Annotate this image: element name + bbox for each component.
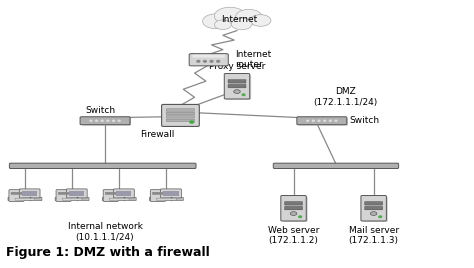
FancyBboxPatch shape <box>150 190 165 201</box>
FancyBboxPatch shape <box>56 190 71 201</box>
FancyBboxPatch shape <box>166 112 195 115</box>
Circle shape <box>118 120 120 121</box>
Circle shape <box>329 120 331 121</box>
Text: Internal network
(10.1.1.1/24): Internal network (10.1.1.1/24) <box>68 222 143 242</box>
Circle shape <box>231 18 252 30</box>
FancyBboxPatch shape <box>166 116 195 118</box>
FancyBboxPatch shape <box>284 206 302 210</box>
Circle shape <box>101 120 103 121</box>
Text: Figure 1: DMZ with a firewall: Figure 1: DMZ with a firewall <box>6 246 210 259</box>
FancyBboxPatch shape <box>8 198 42 200</box>
FancyBboxPatch shape <box>161 189 182 198</box>
FancyBboxPatch shape <box>109 198 129 200</box>
FancyBboxPatch shape <box>114 189 134 198</box>
Circle shape <box>236 9 262 24</box>
FancyBboxPatch shape <box>15 198 35 200</box>
Circle shape <box>242 94 245 96</box>
Circle shape <box>210 61 213 62</box>
FancyBboxPatch shape <box>162 105 199 126</box>
FancyBboxPatch shape <box>363 197 388 222</box>
Circle shape <box>370 212 377 215</box>
FancyBboxPatch shape <box>149 198 183 200</box>
Circle shape <box>90 120 92 121</box>
Circle shape <box>107 120 109 121</box>
Circle shape <box>96 120 98 121</box>
FancyBboxPatch shape <box>9 163 196 169</box>
Circle shape <box>234 90 240 94</box>
FancyBboxPatch shape <box>283 197 308 222</box>
Text: Proxy server: Proxy server <box>209 62 265 71</box>
FancyBboxPatch shape <box>152 192 164 195</box>
Text: DMZ
(172.1.1.1/24): DMZ (172.1.1.1/24) <box>313 87 377 107</box>
Text: Internet
router: Internet router <box>235 50 271 69</box>
FancyBboxPatch shape <box>62 198 82 200</box>
Circle shape <box>214 7 246 25</box>
Text: Firewall: Firewall <box>140 130 174 139</box>
Circle shape <box>324 120 326 121</box>
FancyBboxPatch shape <box>189 54 228 66</box>
FancyBboxPatch shape <box>19 189 40 198</box>
Circle shape <box>197 61 200 62</box>
Circle shape <box>379 216 382 218</box>
Circle shape <box>318 120 320 121</box>
Text: Web server
(172.1.1.2): Web server (172.1.1.2) <box>268 225 319 245</box>
Circle shape <box>113 120 115 121</box>
Circle shape <box>299 216 301 218</box>
FancyBboxPatch shape <box>228 80 246 83</box>
FancyBboxPatch shape <box>55 198 89 200</box>
FancyBboxPatch shape <box>22 191 37 196</box>
FancyBboxPatch shape <box>58 192 69 195</box>
FancyBboxPatch shape <box>82 118 131 125</box>
FancyBboxPatch shape <box>80 117 130 125</box>
FancyBboxPatch shape <box>166 109 195 111</box>
FancyBboxPatch shape <box>103 190 118 201</box>
FancyBboxPatch shape <box>224 73 250 99</box>
Circle shape <box>250 15 271 26</box>
FancyBboxPatch shape <box>192 55 225 58</box>
FancyBboxPatch shape <box>69 191 84 196</box>
Circle shape <box>202 14 229 29</box>
FancyBboxPatch shape <box>9 190 24 201</box>
Text: Internet: Internet <box>221 15 257 24</box>
FancyBboxPatch shape <box>365 206 383 210</box>
Text: Switch: Switch <box>85 106 115 115</box>
FancyBboxPatch shape <box>297 117 347 125</box>
FancyBboxPatch shape <box>66 189 87 198</box>
FancyBboxPatch shape <box>361 196 386 221</box>
Circle shape <box>335 120 337 121</box>
Circle shape <box>214 20 231 29</box>
Circle shape <box>307 120 309 121</box>
FancyBboxPatch shape <box>273 163 399 169</box>
FancyBboxPatch shape <box>156 198 176 200</box>
FancyBboxPatch shape <box>281 196 306 221</box>
FancyBboxPatch shape <box>102 198 136 200</box>
FancyBboxPatch shape <box>228 84 246 88</box>
FancyBboxPatch shape <box>227 75 251 100</box>
FancyBboxPatch shape <box>365 202 383 205</box>
Text: Mail server
(172.1.1.3): Mail server (172.1.1.3) <box>348 225 399 245</box>
FancyBboxPatch shape <box>299 118 348 125</box>
Circle shape <box>290 212 297 215</box>
FancyBboxPatch shape <box>284 202 302 205</box>
FancyBboxPatch shape <box>117 191 131 196</box>
FancyBboxPatch shape <box>164 191 179 196</box>
FancyBboxPatch shape <box>166 119 195 121</box>
FancyBboxPatch shape <box>105 192 117 195</box>
FancyBboxPatch shape <box>11 192 22 195</box>
Circle shape <box>190 121 194 123</box>
Text: Switch: Switch <box>349 116 379 125</box>
Circle shape <box>312 120 314 121</box>
Circle shape <box>217 61 219 62</box>
Circle shape <box>203 61 206 62</box>
